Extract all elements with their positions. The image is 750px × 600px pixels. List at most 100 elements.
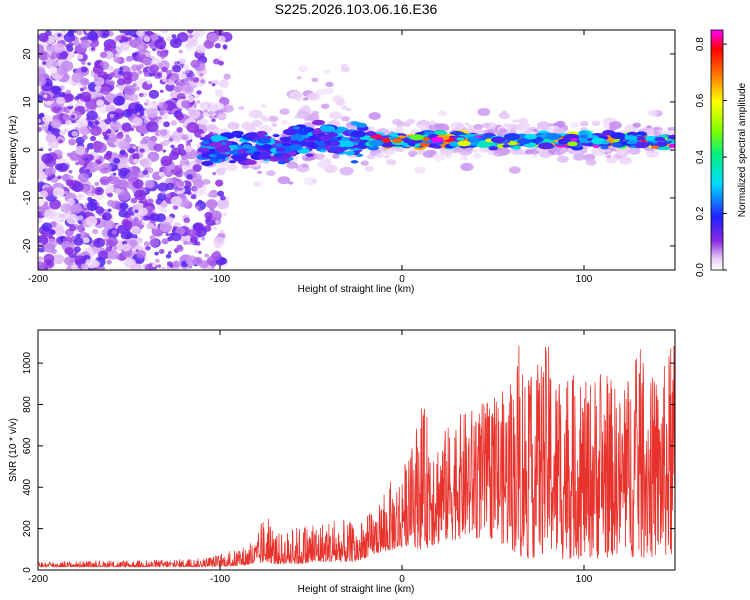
noise-blob	[77, 215, 84, 221]
signal-blob	[319, 149, 327, 153]
noise-blob	[132, 117, 143, 127]
noise-blob	[96, 188, 101, 193]
signal-halo-blob	[603, 124, 611, 129]
noise-blob	[212, 171, 217, 176]
noise-blob	[171, 34, 177, 39]
noise-blob	[131, 64, 140, 72]
signal-blob	[210, 135, 224, 141]
noise-blob	[154, 38, 167, 50]
noise-blob	[85, 108, 90, 112]
noise-blob	[126, 55, 134, 62]
signal-halo-blob	[259, 115, 267, 120]
signal-blob	[234, 155, 242, 159]
snr-y-tick-label: 200	[22, 520, 33, 537]
noise-blob	[109, 72, 116, 78]
noise-blob	[213, 226, 217, 231]
noise-blob	[158, 102, 163, 107]
signal-blob	[228, 144, 239, 150]
signal-halo-blob	[209, 115, 214, 119]
noise-blob	[138, 63, 145, 69]
noise-blob	[186, 174, 193, 180]
signal-blob	[303, 127, 315, 133]
noise-blob	[128, 147, 135, 154]
snr-panel: -200 -100 0 100 0 200 400 600 800 1000 Height of…	[8, 329, 676, 595]
signal-blob	[261, 144, 272, 149]
noise-blob	[154, 251, 159, 256]
noise-blob	[117, 179, 129, 190]
noise-blob	[106, 199, 115, 207]
noise-blob	[118, 140, 130, 150]
signal-halo-blob	[493, 150, 504, 157]
noise-blob	[65, 89, 72, 95]
signal-halo-blob	[317, 159, 332, 169]
noise-blob	[50, 85, 60, 94]
noise-blob	[38, 261, 46, 270]
noise-blob	[119, 30, 126, 34]
signal-blob	[634, 141, 650, 149]
noise-blob	[205, 199, 218, 209]
signal-blob	[201, 160, 214, 167]
noise-blob	[64, 93, 74, 102]
noise-blob	[65, 119, 72, 126]
noise-blob	[64, 191, 69, 195]
noise-blob	[60, 60, 74, 72]
noise-blob	[103, 135, 110, 140]
colorbar-tick-label: 0.4	[695, 150, 706, 164]
colorbar-tick-label: 0.0	[695, 263, 706, 277]
signal-halo-blob	[268, 115, 279, 123]
noise-blob	[68, 175, 74, 180]
signal-halo-blob	[248, 109, 263, 119]
noise-blob	[119, 41, 130, 51]
signal-halo-blob	[570, 122, 580, 129]
noise-blob	[214, 43, 221, 49]
signal-halo-blob	[647, 109, 658, 117]
signal-blob	[491, 136, 506, 143]
noise-blob	[153, 143, 163, 152]
noise-blob	[182, 164, 189, 170]
noise-blob	[121, 243, 131, 252]
signal-halo-blob	[498, 112, 510, 119]
noise-blob	[146, 195, 151, 200]
signal-blob	[228, 160, 237, 164]
noise-blob	[134, 86, 140, 92]
signal-halo-blob	[540, 151, 551, 159]
noise-blob	[204, 253, 209, 258]
signal-blob	[668, 134, 675, 140]
signal-blob	[365, 131, 377, 136]
noise-blob	[218, 79, 229, 88]
signal-halo-blob	[394, 127, 404, 133]
signal-halo-blob	[217, 113, 227, 120]
noise-blob	[38, 126, 43, 133]
noise-blob	[43, 201, 49, 206]
noise-blob	[84, 168, 91, 174]
noise-blob	[81, 228, 85, 231]
noise-blob	[192, 222, 205, 233]
colorbar-ticks: 0.0 0.2 0.4 0.6 0.8	[695, 37, 727, 277]
noise-blob	[176, 180, 185, 188]
noise-blob	[170, 196, 183, 206]
noise-blob	[42, 114, 52, 124]
noise-blob	[161, 208, 168, 214]
spectrogram-x-label: Height of straight line (km)	[298, 284, 415, 295]
signal-halo-blob	[579, 120, 589, 127]
noise-blob	[132, 125, 136, 129]
noise-blob	[86, 110, 98, 121]
signal-halo-blob	[417, 124, 426, 130]
noise-blob	[211, 251, 222, 261]
noise-blob	[81, 134, 88, 140]
noise-blob	[188, 229, 197, 237]
signal-blob	[201, 140, 210, 145]
noise-blob	[200, 236, 206, 241]
noise-blob	[78, 126, 89, 135]
signal-blob	[283, 128, 298, 136]
signal-halo-blob	[198, 118, 209, 125]
noise-blob	[198, 250, 202, 254]
signal-halo-blob	[302, 97, 309, 101]
signal-halo-blob	[339, 166, 354, 176]
noise-blob	[99, 176, 111, 186]
noise-blob	[192, 164, 202, 173]
noise-blob	[67, 102, 73, 107]
signal-halo-blob	[271, 123, 278, 127]
noise-blob	[165, 79, 170, 83]
signal-halo-blob	[277, 176, 291, 185]
